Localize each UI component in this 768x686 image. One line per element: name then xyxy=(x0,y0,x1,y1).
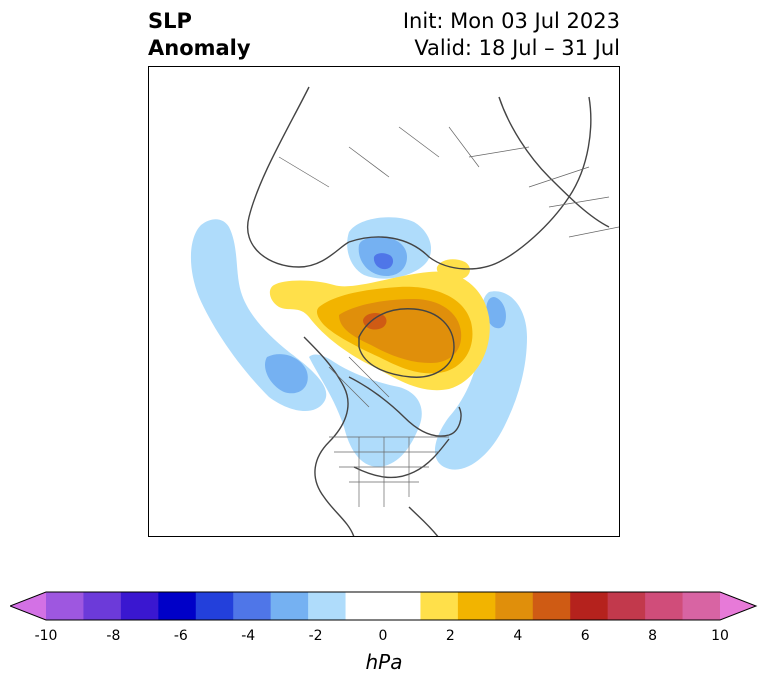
colorbar-under-triangle xyxy=(10,592,46,620)
colorbar-outline xyxy=(10,591,758,621)
colorbar-cell xyxy=(682,592,721,620)
colorbar-tick-label: -4 xyxy=(241,628,256,644)
valid-range: Valid: 18 Jul – 31 Jul xyxy=(414,36,620,60)
colorbar-cell xyxy=(532,592,571,620)
map-title: SLP Anomaly xyxy=(148,8,251,62)
colorbar-tick-label: -10 xyxy=(34,628,58,644)
colorbar-tick-label: 10 xyxy=(711,628,729,644)
colorbar-tick-label: 0 xyxy=(378,628,388,644)
colorbar-unit-label: hPa xyxy=(365,650,403,674)
colorbar-cell xyxy=(607,592,646,620)
anomaly-pacific-medium xyxy=(264,354,308,394)
colorbar-cell xyxy=(158,592,197,620)
colorbar-cell xyxy=(195,592,234,620)
colorbar-tick-label: 4 xyxy=(513,628,523,644)
colorbar-cell xyxy=(495,592,534,620)
colorbar-tick-label: 8 xyxy=(648,628,658,644)
map-panel xyxy=(148,66,620,537)
colorbar-cell xyxy=(83,592,122,620)
colorbar-cell xyxy=(645,592,684,620)
coastlines xyxy=(246,86,610,536)
map-edge-gap xyxy=(149,285,153,319)
colorbar-cell xyxy=(383,592,421,620)
colorbar-cell xyxy=(457,592,496,620)
anomaly-greenland-core xyxy=(363,312,387,330)
borders xyxy=(278,126,619,507)
colorbar-cell xyxy=(270,592,309,620)
colorbar-cell xyxy=(345,592,384,620)
colorbar-tick-label: -6 xyxy=(173,628,188,644)
colorbar-cell xyxy=(120,592,159,620)
anomaly-atlantic-medium xyxy=(486,297,506,329)
anomaly-atlantic-light xyxy=(434,291,527,470)
init-date: Init: Mon 03 Jul 2023 xyxy=(402,9,620,33)
anomaly-siberia-high xyxy=(436,259,470,280)
colorbar-cells xyxy=(46,592,721,620)
colorbar-tick-label: 2 xyxy=(445,628,455,644)
map-svg xyxy=(149,86,619,536)
title-line-1: SLP xyxy=(148,9,192,33)
colorbar-tick-label: -8 xyxy=(106,628,121,644)
colorbar xyxy=(10,591,758,621)
title-line-2: Anomaly xyxy=(148,36,251,60)
anomaly-america-light xyxy=(309,354,422,467)
colorbar-cell xyxy=(570,592,609,620)
colorbar-cell xyxy=(308,592,347,620)
colorbar-cell xyxy=(420,592,459,620)
anomaly-siberia-core xyxy=(373,253,394,270)
colorbar-over-triangle xyxy=(720,592,756,620)
map-date-info: Init: Mon 03 Jul 2023 Valid: 18 Jul – 31… xyxy=(403,8,620,62)
colorbar-cell xyxy=(233,592,272,620)
colorbar-tick-label: -2 xyxy=(308,628,323,644)
colorbar-tick-label: 6 xyxy=(580,628,590,644)
colorbar-cell xyxy=(46,592,84,620)
